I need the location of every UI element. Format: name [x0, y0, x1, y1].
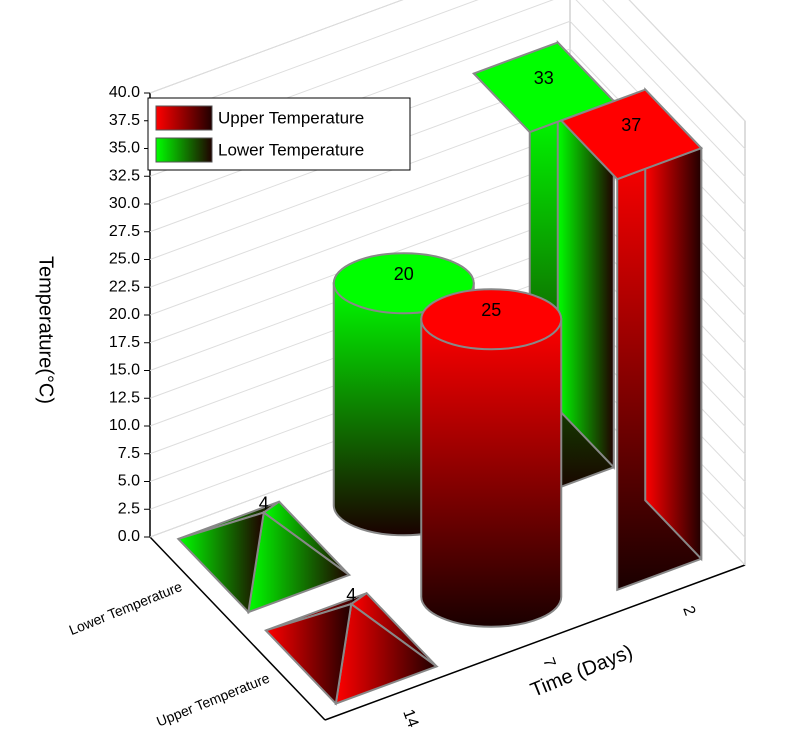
- grid-line: [149, 131, 571, 288]
- grid-line: [149, 159, 571, 316]
- y-axis-label: Temperature(°C): [35, 256, 57, 404]
- axis-line: [149, 536, 326, 721]
- bar-face: [559, 88, 704, 181]
- value-label: 4: [259, 493, 269, 513]
- x-axis-label: Time (Days): [527, 641, 636, 702]
- axis-line: [324, 564, 746, 721]
- bar: [176, 500, 352, 615]
- depth-tick-label: Upper Temperature: [154, 670, 272, 730]
- bar: [559, 87, 704, 592]
- bar: [264, 591, 439, 706]
- y-tick-label: 17.5: [109, 334, 140, 351]
- bar-body: [420, 318, 563, 628]
- y-tick-label: 22.5: [109, 278, 140, 295]
- y-tick-label: 10.0: [109, 417, 140, 434]
- y-tick-label: 30.0: [109, 195, 140, 212]
- y-tick-label: 20.0: [109, 306, 140, 323]
- bar: [420, 288, 563, 628]
- grid-line: [149, 0, 404, 94]
- y-tick-label: 12.5: [109, 389, 140, 406]
- y-tick-label: 25.0: [109, 251, 140, 268]
- legend: Upper Temperature Lower Temperature: [147, 97, 411, 171]
- legend-swatch: [155, 105, 213, 131]
- grid-line: [149, 0, 479, 122]
- value-label: 33: [534, 68, 554, 88]
- legend-label: Lower Temperature: [218, 140, 364, 159]
- grid-line: [628, 0, 746, 122]
- grid-line: [602, 0, 746, 150]
- y-tick-label: 32.5: [109, 167, 140, 184]
- x-tick-label: 7: [539, 655, 558, 669]
- y-tick-label: 37.5: [109, 112, 140, 129]
- bar-top: [332, 252, 475, 315]
- value-label: 20: [394, 264, 414, 284]
- value-label: 4: [346, 585, 356, 605]
- y-tick-label: 2.5: [118, 500, 140, 517]
- y-tick-label: 27.5: [109, 223, 140, 240]
- grid-line: [149, 104, 571, 260]
- y-tick-label: 40.0: [109, 84, 140, 101]
- y-tick-label: 0.0: [118, 528, 140, 545]
- x-tick-label: 2: [679, 604, 698, 618]
- bar-face: [176, 511, 265, 615]
- bar-top: [420, 288, 563, 351]
- x-tick-label: 14: [399, 707, 421, 730]
- depth-tick-label: Lower Temperature: [67, 578, 185, 638]
- y-tick-label: 15.0: [109, 362, 140, 379]
- grid-line: [575, 0, 746, 177]
- legend-swatch: [155, 137, 213, 163]
- value-label: 25: [481, 300, 501, 320]
- y-tick-label: 7.5: [118, 445, 140, 462]
- bar-face: [264, 602, 353, 706]
- y-tick-label: 35.0: [109, 140, 140, 157]
- legend-label: Upper Temperature: [218, 108, 364, 127]
- y-tick-label: 5.0: [118, 473, 140, 490]
- value-label: 37: [621, 115, 641, 135]
